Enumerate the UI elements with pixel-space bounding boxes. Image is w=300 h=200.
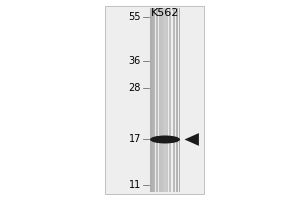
Bar [172, 8, 173, 192]
Bar [165, 8, 166, 192]
Bar [157, 8, 158, 192]
Bar [163, 8, 164, 192]
Text: 17: 17 [129, 134, 141, 144]
Bar [150, 8, 151, 192]
Text: 55: 55 [128, 12, 141, 22]
Bar [171, 8, 172, 192]
Bar [167, 8, 168, 192]
Bar [156, 8, 157, 192]
Bar [151, 8, 152, 192]
Bar [173, 8, 174, 192]
Bar [158, 8, 159, 192]
Bar [164, 8, 165, 192]
Bar [105, 6, 204, 194]
Bar [169, 8, 170, 192]
Text: 36: 36 [129, 56, 141, 66]
Bar [179, 8, 180, 192]
Polygon shape [184, 133, 199, 146]
Bar [152, 8, 153, 192]
Bar [154, 8, 155, 192]
Bar [160, 8, 161, 192]
Ellipse shape [150, 135, 180, 143]
Bar [174, 8, 175, 192]
Bar [177, 8, 178, 192]
Bar [178, 8, 179, 192]
Bar [170, 8, 171, 192]
Bar [162, 8, 163, 192]
Bar [155, 8, 156, 192]
Bar [153, 8, 154, 192]
Text: 11: 11 [129, 180, 141, 190]
Bar [168, 8, 169, 192]
Text: 28: 28 [129, 83, 141, 93]
Bar [176, 8, 177, 192]
Text: K562: K562 [151, 8, 179, 18]
Bar [161, 8, 162, 192]
Bar [159, 8, 160, 192]
